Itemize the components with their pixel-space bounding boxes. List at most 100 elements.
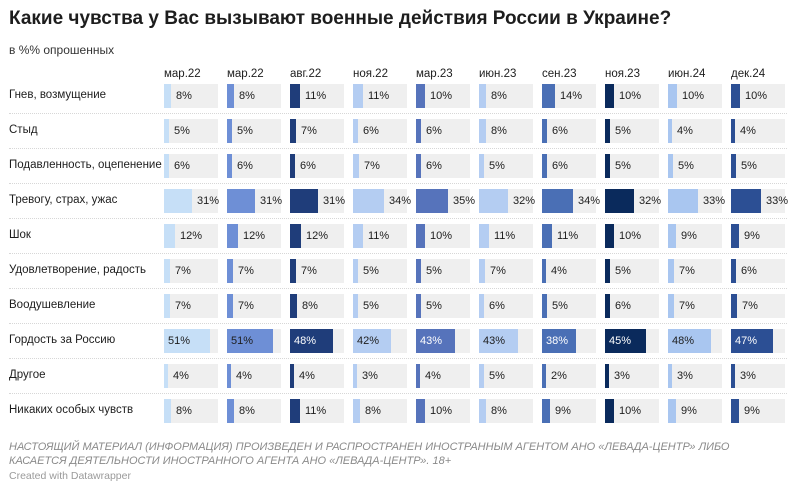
value-label: 34% bbox=[578, 195, 601, 207]
value-bar bbox=[731, 189, 761, 213]
table-cell: 6% bbox=[416, 154, 470, 178]
table-cell: 5% bbox=[605, 259, 659, 283]
value-label: 4% bbox=[173, 370, 189, 382]
value-label: 9% bbox=[744, 230, 760, 242]
table-cell: 35% bbox=[416, 189, 475, 213]
value-bar bbox=[731, 154, 736, 178]
value-bar bbox=[668, 84, 677, 108]
value-label: 5% bbox=[174, 125, 190, 137]
table-cell: 4% bbox=[416, 364, 470, 388]
value-bar bbox=[668, 189, 698, 213]
value-label: 5% bbox=[615, 265, 631, 277]
table-cell: 6% bbox=[227, 154, 281, 178]
table-cell: 5% bbox=[731, 154, 785, 178]
value-label: 43% bbox=[420, 335, 443, 347]
table-cell: 11% bbox=[290, 84, 344, 108]
row-separator bbox=[9, 183, 787, 184]
row-label: Воодушевление bbox=[9, 299, 96, 311]
value-bar bbox=[605, 154, 610, 178]
value-label: 8% bbox=[491, 125, 507, 137]
value-label: 4% bbox=[236, 370, 252, 382]
value-bar bbox=[416, 224, 425, 248]
value-label: 5% bbox=[426, 265, 442, 277]
value-label: 51% bbox=[168, 335, 191, 347]
value-bar bbox=[731, 399, 739, 423]
table-cell: 5% bbox=[479, 364, 533, 388]
value-bar bbox=[479, 294, 484, 318]
value-label: 10% bbox=[430, 405, 453, 417]
table-cell: 6% bbox=[290, 154, 344, 178]
value-bar bbox=[605, 119, 610, 143]
value-bar bbox=[479, 399, 486, 423]
row-label: Тревогу, страх, ужас bbox=[9, 194, 118, 206]
table-cell: 10% bbox=[605, 399, 659, 423]
value-bar bbox=[416, 119, 421, 143]
table-cell: 7% bbox=[227, 294, 281, 318]
value-bar bbox=[353, 189, 384, 213]
value-label: 10% bbox=[430, 230, 453, 242]
value-bar bbox=[479, 329, 518, 353]
value-label: 32% bbox=[513, 195, 536, 207]
chart-subtitle: в %% опрошенных bbox=[9, 43, 115, 57]
value-bar bbox=[479, 154, 484, 178]
value-bar bbox=[416, 294, 421, 318]
value-bar bbox=[353, 294, 358, 318]
value-bar bbox=[542, 84, 555, 108]
value-label: 33% bbox=[766, 195, 789, 207]
table-cell: 12% bbox=[164, 224, 218, 248]
value-label: 45% bbox=[609, 335, 632, 347]
value-bar bbox=[542, 154, 547, 178]
value-bar bbox=[164, 224, 175, 248]
value-label: 31% bbox=[260, 195, 283, 207]
row-separator bbox=[9, 288, 787, 289]
table-cell: 4% bbox=[164, 364, 218, 388]
table-cell: 9% bbox=[542, 399, 596, 423]
value-label: 33% bbox=[703, 195, 726, 207]
table-cell: 51% bbox=[227, 329, 281, 353]
table-cell: 5% bbox=[164, 119, 218, 143]
value-label: 7% bbox=[301, 125, 317, 137]
value-bar bbox=[164, 259, 170, 283]
value-bar bbox=[542, 364, 546, 388]
value-label: 8% bbox=[302, 300, 318, 312]
value-bar bbox=[668, 364, 672, 388]
table-cell: 8% bbox=[227, 399, 281, 423]
value-bar bbox=[668, 154, 673, 178]
value-bar bbox=[731, 364, 735, 388]
value-label: 9% bbox=[555, 405, 571, 417]
table-cell: 31% bbox=[164, 189, 219, 213]
value-bar bbox=[353, 154, 359, 178]
table-cell: 6% bbox=[353, 119, 407, 143]
column-header: дек.24 bbox=[731, 68, 766, 80]
value-bar bbox=[479, 189, 508, 213]
value-label: 7% bbox=[175, 300, 191, 312]
table-cell: 9% bbox=[731, 399, 785, 423]
value-bar bbox=[479, 364, 484, 388]
value-label: 4% bbox=[551, 265, 567, 277]
table-cell: 2% bbox=[542, 364, 596, 388]
table-cell: 5% bbox=[605, 119, 659, 143]
table-cell: 4% bbox=[668, 119, 722, 143]
value-bar bbox=[290, 364, 294, 388]
value-label: 5% bbox=[237, 125, 253, 137]
value-bar bbox=[353, 329, 391, 353]
row-separator bbox=[9, 113, 787, 114]
value-label: 42% bbox=[357, 335, 380, 347]
table-cell: 5% bbox=[668, 154, 722, 178]
row-separator bbox=[9, 218, 787, 219]
row-label: Никаких особых чувств bbox=[9, 404, 134, 416]
credit-link[interactable]: Created with Datawrapper bbox=[9, 470, 131, 482]
value-label: 12% bbox=[306, 230, 329, 242]
value-bar bbox=[164, 189, 192, 213]
value-label: 5% bbox=[678, 160, 694, 172]
table-cell: 8% bbox=[164, 84, 218, 108]
value-bar bbox=[416, 259, 421, 283]
value-label: 43% bbox=[483, 335, 506, 347]
row-label: Другое bbox=[9, 369, 46, 381]
value-bar bbox=[731, 224, 739, 248]
value-label: 12% bbox=[243, 230, 266, 242]
footnote: НАСТОЯЩИЙ МАТЕРИАЛ (ИНФОРМАЦИЯ) ПРОИЗВЕД… bbox=[9, 441, 730, 467]
value-label: 32% bbox=[639, 195, 662, 207]
table-cell: 6% bbox=[605, 294, 659, 318]
value-bar bbox=[542, 294, 547, 318]
